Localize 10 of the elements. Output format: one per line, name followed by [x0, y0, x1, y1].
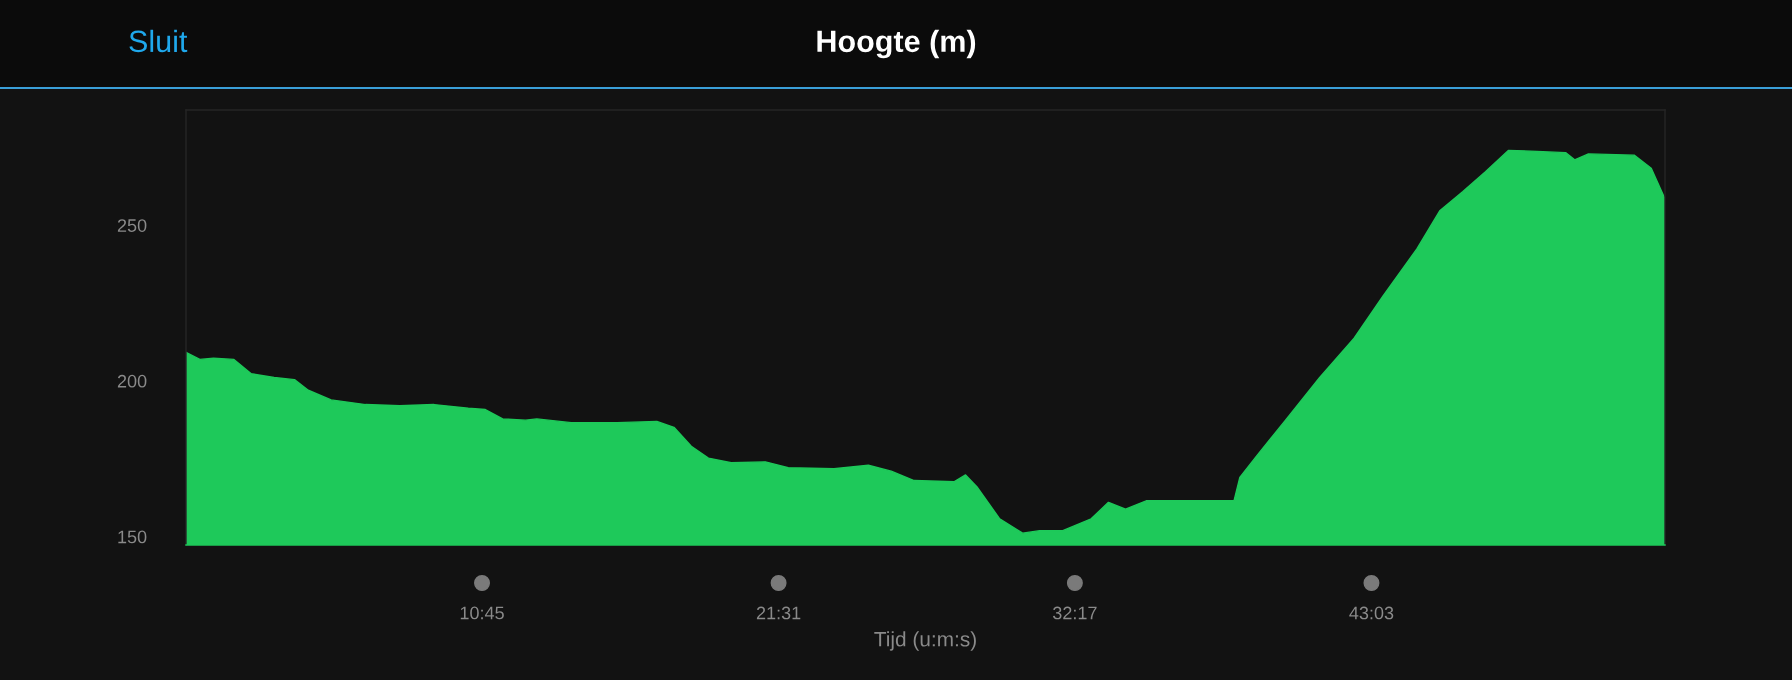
x-tick-label: 43:03: [1349, 606, 1394, 620]
x-axis-title: Tijd (u:m:s): [874, 631, 976, 651]
x-tick-label: 32:17: [1052, 606, 1097, 620]
y-tick-label: 150: [118, 530, 147, 544]
y-tick-label: 250: [117, 219, 147, 232]
x-tick-label: 10:45: [460, 606, 504, 620]
x-tick-label: 21:31: [756, 606, 801, 620]
text: Sluit: [129, 29, 188, 53]
y-tick-label: 200: [117, 374, 147, 388]
chart-title: Hoogte (m): [817, 29, 976, 59]
